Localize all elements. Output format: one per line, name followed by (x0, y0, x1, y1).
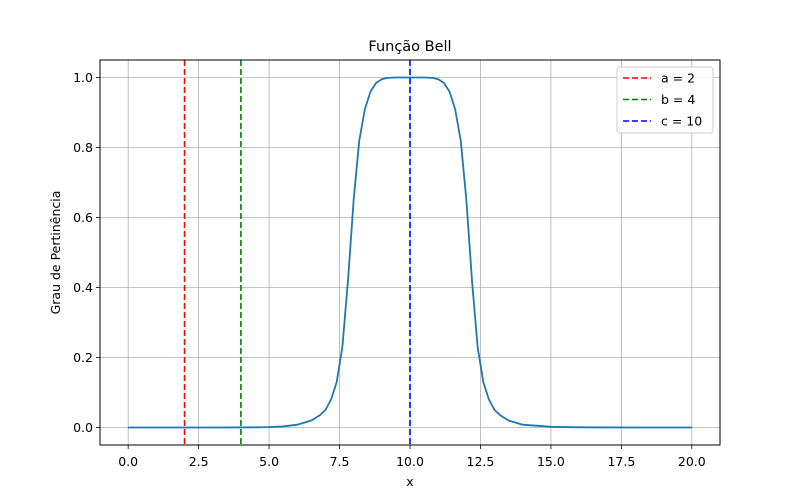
curve-point (296, 424, 298, 426)
curve-point (423, 76, 425, 79)
curve-point (364, 108, 366, 110)
x-tick-label: 20.0 (678, 454, 706, 469)
curve-point (443, 82, 445, 84)
x-tick-label: 17.5 (607, 454, 635, 469)
curve-point (381, 78, 383, 80)
curve-point (341, 346, 343, 348)
curve-point (268, 426, 270, 428)
curve-point (319, 414, 321, 416)
curve-point (375, 82, 377, 84)
x-axis-label: x (406, 474, 413, 489)
reference-lines (183, 60, 411, 445)
x-tick-label: 2.5 (189, 454, 209, 469)
curve-point (310, 419, 312, 422)
curve-point (437, 78, 439, 80)
x-tick-label: 12.5 (467, 454, 495, 469)
curve-point (550, 426, 552, 428)
curve-point (477, 346, 479, 348)
x-tick-label: 5.0 (259, 454, 279, 469)
legend-label: a = 2 (661, 71, 695, 86)
curve-point (493, 409, 496, 411)
bell-curve-line (128, 76, 692, 429)
x-tick-label: 0.0 (118, 454, 138, 469)
curve-point (691, 426, 693, 429)
curve-point (454, 108, 456, 110)
legend: a = 2 b = 4 c = 10 (616, 66, 714, 134)
legend-label: b = 4 (661, 92, 695, 107)
y-axis-ticks: 0.0 0.2 0.4 0.6 0.8 1.0 (73, 70, 100, 435)
curve-point (431, 77, 434, 79)
y-tick-label: 0.0 (73, 420, 93, 435)
curve-point (183, 426, 186, 429)
curve-point (212, 426, 214, 429)
curve-point (471, 279, 473, 282)
y-tick-label: 1.0 (73, 70, 93, 85)
curve-point (465, 199, 467, 201)
chart-title: Função Bell (368, 39, 451, 55)
curve-point (522, 424, 524, 426)
x-tick-label: 10.0 (396, 454, 424, 469)
legend-box (616, 66, 714, 134)
curve-point (460, 139, 462, 142)
y-axis-label: Grau de Pertinência (48, 191, 63, 315)
curve-point (155, 426, 157, 429)
curve-point (353, 199, 355, 201)
x-tick-label: 15.0 (537, 454, 565, 469)
curve-point (578, 426, 580, 428)
curve-point (347, 279, 349, 282)
y-tick-label: 0.8 (73, 140, 93, 155)
bell-curve-series (127, 76, 693, 429)
y-tick-label: 0.6 (73, 210, 93, 225)
curve-point (488, 398, 490, 401)
curve-point (324, 409, 327, 411)
legend-label: c = 10 (661, 114, 702, 129)
curve-point (663, 426, 665, 429)
x-axis-ticks: 0.0 2.5 5.0 7.5 10.0 12.5 15.0 17.5 20.0 (118, 445, 706, 469)
curve-point (508, 419, 510, 422)
curve-point (240, 426, 242, 429)
curve-point (336, 381, 338, 383)
y-tick-label: 0.4 (73, 280, 93, 295)
curve-point (482, 381, 484, 383)
curve-point (409, 76, 411, 79)
curve-point (448, 90, 451, 93)
curve-point (499, 414, 501, 416)
curve-point (127, 426, 129, 429)
curve-point (386, 77, 389, 79)
curve-point (606, 426, 608, 429)
curve-point (358, 139, 360, 142)
curve-point (634, 426, 637, 429)
x-tick-label: 7.5 (330, 454, 350, 469)
curve-point (330, 398, 332, 401)
curve-point (282, 425, 284, 428)
y-tick-label: 0.2 (73, 350, 93, 365)
curve-point (395, 76, 397, 79)
curve-point (369, 90, 372, 93)
